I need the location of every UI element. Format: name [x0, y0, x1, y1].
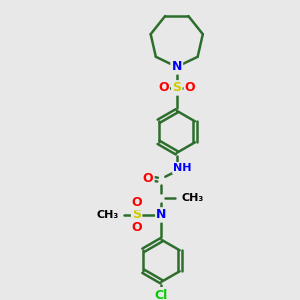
- Text: S: S: [132, 208, 141, 221]
- Text: NH: NH: [173, 163, 192, 173]
- Text: CH₃: CH₃: [96, 210, 118, 220]
- Text: CH₃: CH₃: [182, 193, 204, 203]
- Text: O: O: [131, 221, 142, 234]
- Text: Cl: Cl: [155, 289, 168, 300]
- Text: O: O: [185, 81, 195, 94]
- Text: O: O: [158, 81, 169, 94]
- Text: N: N: [172, 60, 182, 74]
- Text: O: O: [131, 196, 142, 209]
- Text: O: O: [143, 172, 153, 185]
- Text: N: N: [156, 208, 167, 221]
- Text: S: S: [172, 81, 181, 94]
